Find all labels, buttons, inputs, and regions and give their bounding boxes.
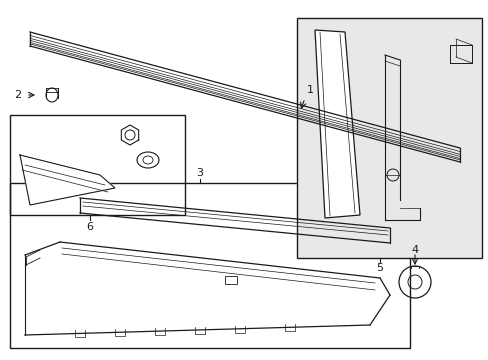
Text: 1: 1 [306, 85, 313, 95]
Bar [296, 18, 481, 258]
Text: 4: 4 [410, 245, 418, 255]
Text: 2: 2 [15, 90, 21, 100]
Polygon shape [20, 155, 115, 205]
Polygon shape [314, 30, 359, 218]
Bar [10, 115, 184, 215]
Text: 5: 5 [376, 263, 383, 273]
Bar [224, 276, 237, 284]
Text: 6: 6 [86, 222, 93, 232]
Text: 3: 3 [196, 168, 203, 178]
Bar [10, 183, 409, 348]
